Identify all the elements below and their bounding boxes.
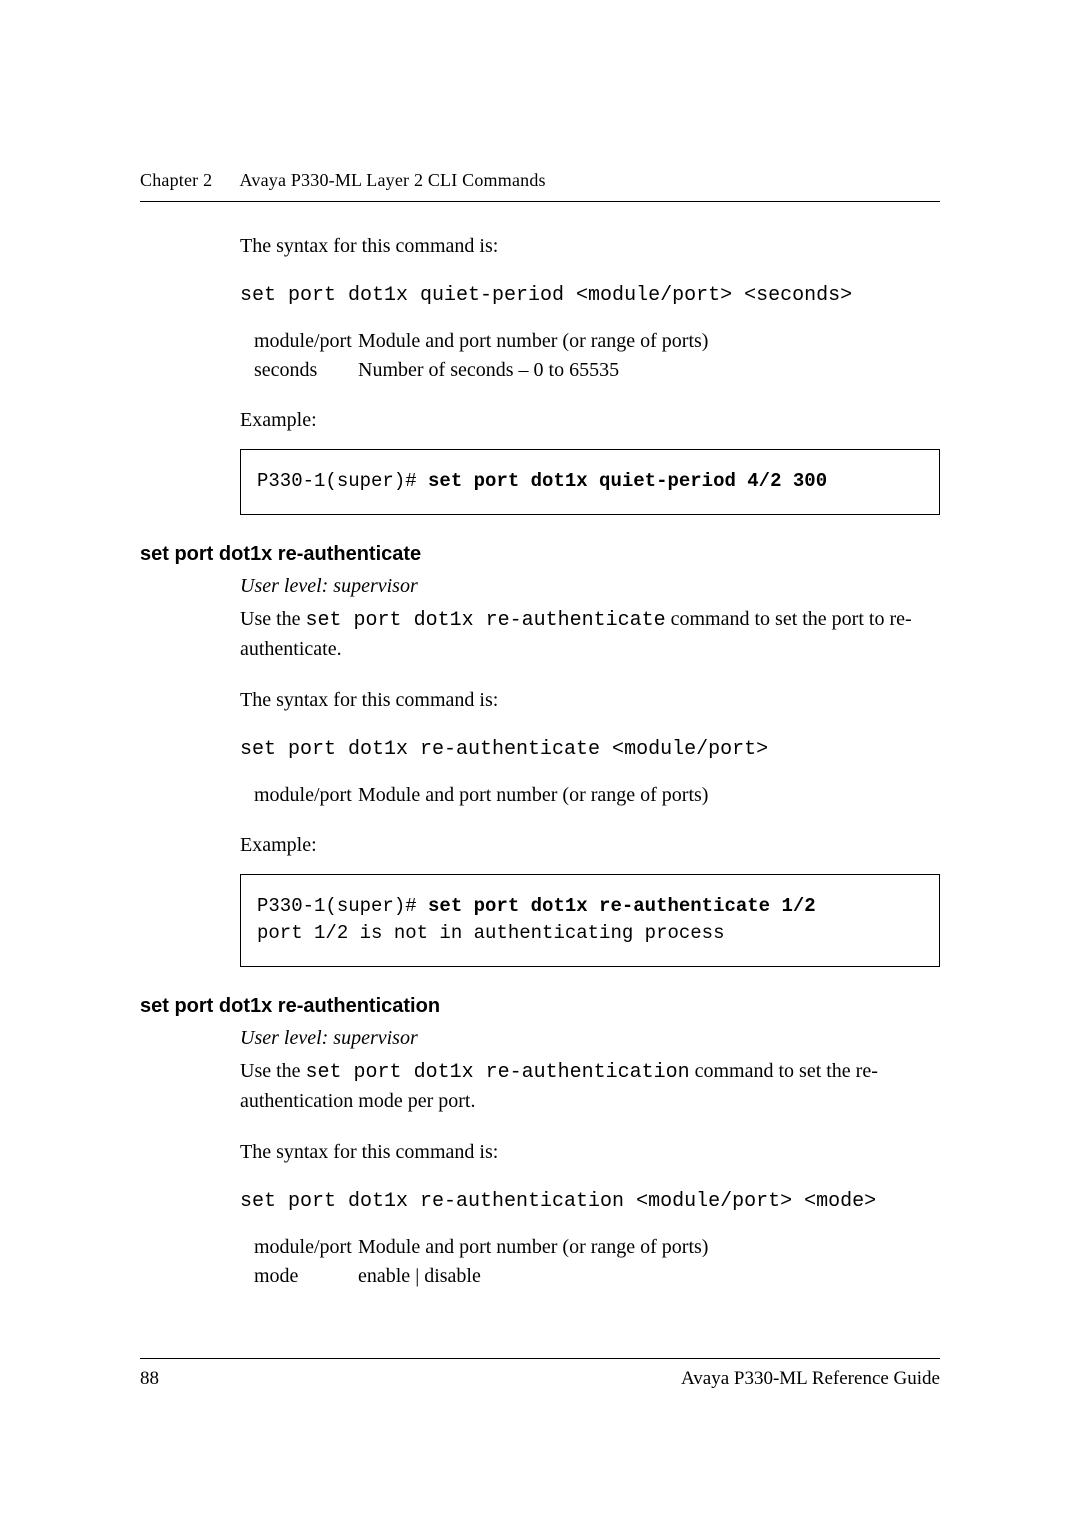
chapter-title: Avaya P330-ML Layer 2 CLI Commands <box>240 170 546 190</box>
book-title: Avaya P330-ML Reference Guide <box>681 1368 940 1390</box>
param-name: module/port <box>254 784 358 807</box>
syntax-command: set port dot1x quiet-period <module/port… <box>240 281 940 310</box>
command-description: Use the set port dot1x re-authenticate c… <box>240 605 940 664</box>
syntax-command: set port dot1x re-authentication <module… <box>240 1187 940 1216</box>
user-level: User level: supervisor <box>240 1024 940 1053</box>
footer-rule <box>140 1358 940 1359</box>
example-command: set port dot1x re-authenticate 1/2 <box>428 895 816 917</box>
example-output: port 1/2 is not in authenticating proces… <box>257 920 923 948</box>
param-desc: Module and port number (or range of port… <box>358 330 708 353</box>
example-label: Example: <box>240 406 940 435</box>
param-desc: enable | disable <box>358 1265 481 1288</box>
command-description: Use the set port dot1x re-authentication… <box>240 1057 940 1116</box>
param-name: module/port <box>254 330 358 353</box>
page-footer: 88 Avaya P330-ML Reference Guide <box>140 1368 940 1390</box>
section-heading: set port dot1x re-authenticate <box>140 543 940 566</box>
reauthenticate-block: User level: supervisor Use the set port … <box>240 572 940 860</box>
example-box: P330-1(super)# set port dot1x re-authent… <box>240 874 940 967</box>
param-row: module/port Module and port number (or r… <box>254 1236 940 1259</box>
param-row: module/port Module and port number (or r… <box>254 784 940 807</box>
param-row: mode enable | disable <box>254 1265 940 1288</box>
example-label: Example: <box>240 831 940 860</box>
param-row: module/port Module and port number (or r… <box>254 330 940 353</box>
chapter-label: Chapter 2 <box>140 170 212 190</box>
header-rule <box>140 201 940 202</box>
param-name: mode <box>254 1265 358 1288</box>
param-name: seconds <box>254 359 358 382</box>
reauthentication-block: User level: supervisor Use the set port … <box>240 1024 940 1288</box>
quiet-period-block: The syntax for this command is: set port… <box>240 232 940 435</box>
user-level: User level: supervisor <box>240 572 940 601</box>
syntax-intro: The syntax for this command is: <box>240 686 940 715</box>
example-box: P330-1(super)# set port dot1x quiet-peri… <box>240 449 940 515</box>
example-command: set port dot1x quiet-period 4/2 300 <box>428 470 827 492</box>
param-row: seconds Number of seconds – 0 to 65535 <box>254 359 940 382</box>
section-heading: set port dot1x re-authentication <box>140 995 940 1018</box>
example-prompt: P330-1(super)# <box>257 470 428 492</box>
param-name: module/port <box>254 1236 358 1259</box>
example-prompt: P330-1(super)# <box>257 895 428 917</box>
param-desc: Module and port number (or range of port… <box>358 1236 708 1259</box>
syntax-intro: The syntax for this command is: <box>240 232 940 261</box>
param-desc: Module and port number (or range of port… <box>358 784 708 807</box>
syntax-command: set port dot1x re-authenticate <module/p… <box>240 735 940 764</box>
page-number: 88 <box>140 1368 159 1390</box>
running-header: Chapter 2 Avaya P330-ML Layer 2 CLI Comm… <box>140 170 940 191</box>
param-desc: Number of seconds – 0 to 65535 <box>358 359 619 382</box>
syntax-intro: The syntax for this command is: <box>240 1138 940 1167</box>
page-content: Chapter 2 Avaya P330-ML Layer 2 CLI Comm… <box>140 170 940 1294</box>
